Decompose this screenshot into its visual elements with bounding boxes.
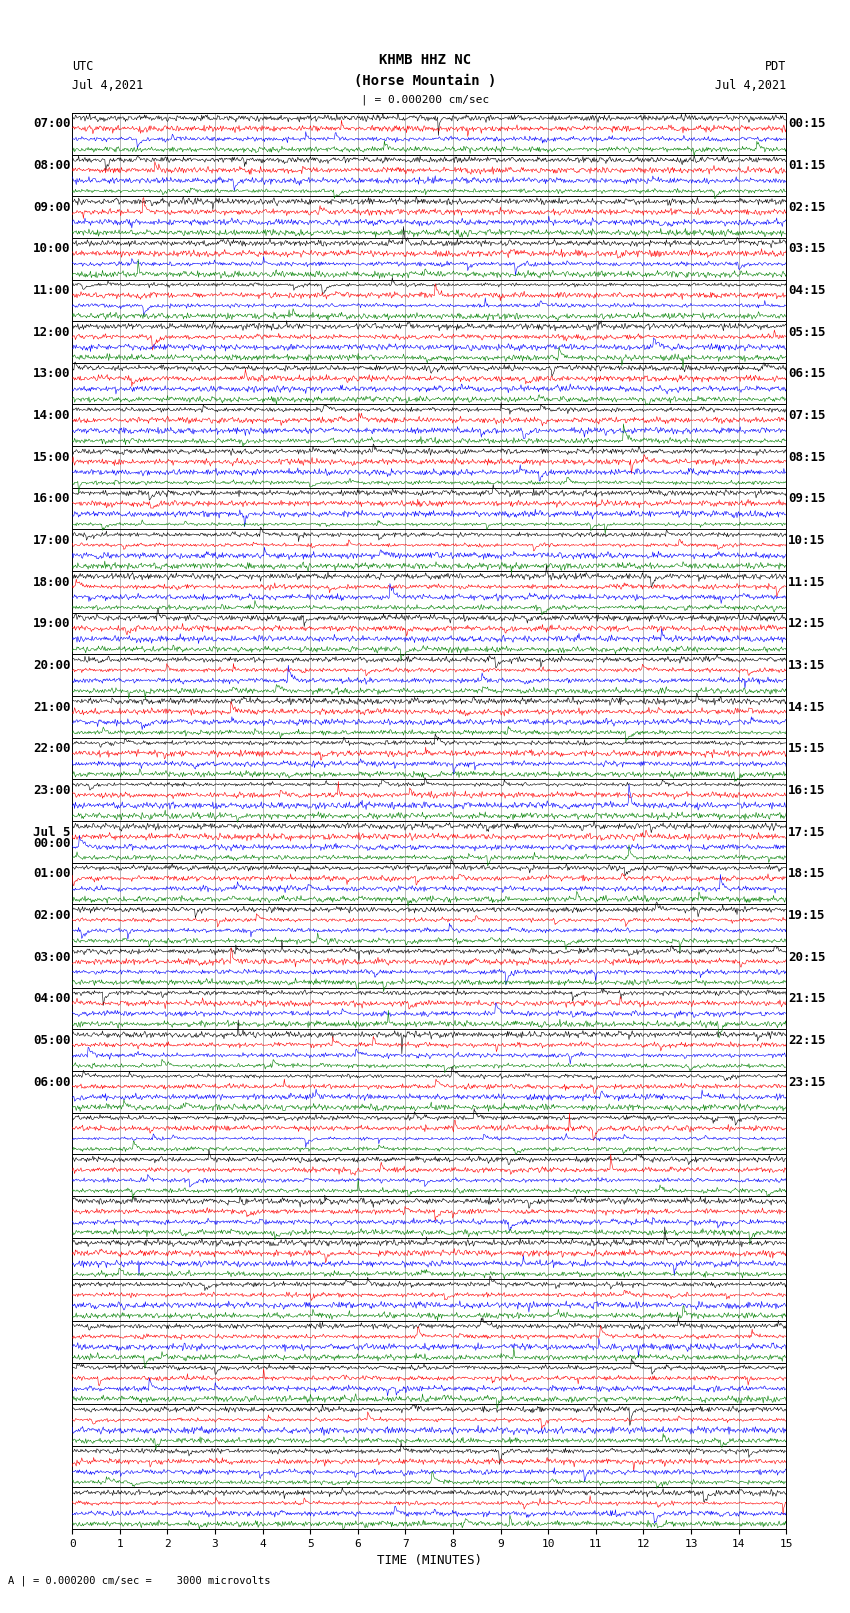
Text: 01:15: 01:15 <box>788 160 825 173</box>
Text: | = 0.000200 cm/sec: | = 0.000200 cm/sec <box>361 95 489 105</box>
Text: 21:15: 21:15 <box>788 992 825 1005</box>
Text: 13:00: 13:00 <box>33 368 71 381</box>
Text: 05:15: 05:15 <box>788 326 825 339</box>
Text: UTC: UTC <box>72 60 94 73</box>
Text: 00:00: 00:00 <box>33 837 71 850</box>
Text: 06:00: 06:00 <box>33 1076 71 1089</box>
Text: 14:00: 14:00 <box>33 410 71 423</box>
Text: 07:00: 07:00 <box>33 118 71 131</box>
Text: 11:15: 11:15 <box>788 576 825 589</box>
Text: 16:00: 16:00 <box>33 492 71 505</box>
Text: KHMB HHZ NC: KHMB HHZ NC <box>379 53 471 66</box>
Text: Jul 4,2021: Jul 4,2021 <box>72 79 144 92</box>
Text: 18:15: 18:15 <box>788 868 825 881</box>
Text: 02:15: 02:15 <box>788 200 825 215</box>
Text: 19:15: 19:15 <box>788 908 825 923</box>
Text: 15:15: 15:15 <box>788 742 825 755</box>
Text: 21:00: 21:00 <box>33 700 71 713</box>
Text: 23:00: 23:00 <box>33 784 71 797</box>
Text: 02:00: 02:00 <box>33 908 71 923</box>
Text: 12:15: 12:15 <box>788 618 825 631</box>
Text: 19:00: 19:00 <box>33 618 71 631</box>
Text: 07:15: 07:15 <box>788 410 825 423</box>
Text: 14:15: 14:15 <box>788 700 825 713</box>
Text: 00:15: 00:15 <box>788 118 825 131</box>
Text: 09:15: 09:15 <box>788 492 825 505</box>
Text: PDT: PDT <box>765 60 786 73</box>
Text: 06:15: 06:15 <box>788 368 825 381</box>
Text: 08:15: 08:15 <box>788 450 825 463</box>
Text: 18:00: 18:00 <box>33 576 71 589</box>
Text: 04:15: 04:15 <box>788 284 825 297</box>
Text: (Horse Mountain ): (Horse Mountain ) <box>354 74 496 87</box>
Text: A | = 0.000200 cm/sec =    3000 microvolts: A | = 0.000200 cm/sec = 3000 microvolts <box>8 1576 271 1586</box>
Text: 23:15: 23:15 <box>788 1076 825 1089</box>
X-axis label: TIME (MINUTES): TIME (MINUTES) <box>377 1555 482 1568</box>
Text: 22:00: 22:00 <box>33 742 71 755</box>
Text: 17:00: 17:00 <box>33 534 71 547</box>
Text: 15:00: 15:00 <box>33 450 71 463</box>
Text: 17:15: 17:15 <box>788 826 825 839</box>
Text: 20:00: 20:00 <box>33 660 71 673</box>
Text: 01:00: 01:00 <box>33 868 71 881</box>
Text: Jul 4,2021: Jul 4,2021 <box>715 79 786 92</box>
Text: Jul 5: Jul 5 <box>33 826 71 839</box>
Text: 05:00: 05:00 <box>33 1034 71 1047</box>
Text: 20:15: 20:15 <box>788 950 825 963</box>
Text: 03:00: 03:00 <box>33 950 71 963</box>
Text: 16:15: 16:15 <box>788 784 825 797</box>
Text: 10:15: 10:15 <box>788 534 825 547</box>
Text: 09:00: 09:00 <box>33 200 71 215</box>
Text: 22:15: 22:15 <box>788 1034 825 1047</box>
Text: 08:00: 08:00 <box>33 160 71 173</box>
Text: 12:00: 12:00 <box>33 326 71 339</box>
Text: 13:15: 13:15 <box>788 660 825 673</box>
Text: 04:00: 04:00 <box>33 992 71 1005</box>
Text: 11:00: 11:00 <box>33 284 71 297</box>
Text: 10:00: 10:00 <box>33 242 71 255</box>
Text: 03:15: 03:15 <box>788 242 825 255</box>
